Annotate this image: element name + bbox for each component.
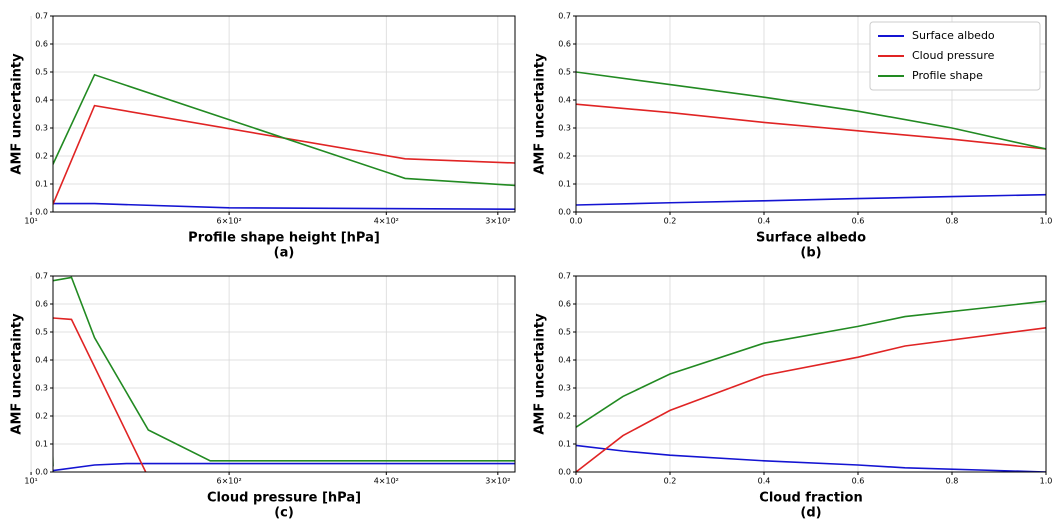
y-axis-title: AMF uncertainty [533,53,548,175]
x-tick-label: 10¹ [24,477,37,486]
y-tick-label: 0.6 [35,300,48,309]
y-tick-label: 0.2 [35,152,48,161]
series-line [576,71,1046,150]
x-tick-label: 1.0 [1040,477,1053,486]
y-tick-label: 0.1 [558,180,571,189]
plot-frame [575,15,1047,213]
x-tick-label: 6×10² [217,477,242,486]
y-axis-title: AMF uncertainty [533,313,548,435]
legend-label: Cloud pressure [912,49,995,62]
y-tick-label: 0.1 [35,440,48,449]
y-tick-label: 0.4 [35,356,48,365]
series-line [53,317,147,472]
y-tick-label: 0.2 [35,412,48,421]
x-tick-label: 0.8 [946,477,959,486]
y-tick-label: 0.6 [558,40,571,49]
legend-box [869,21,1041,91]
x-axis-title: Cloud fraction [759,491,862,506]
x-tick-label: 0.0 [570,477,583,486]
series-line [53,276,515,467]
y-tick-label: 0.5 [35,68,48,77]
legend-label: Surface albedo [912,29,995,42]
y-tick-label: 0.0 [35,208,48,217]
y-tick-label: 0.5 [35,328,48,337]
y-tick-label: 0.3 [35,384,48,393]
x-tick-label: 0.4 [758,217,771,226]
series-line [576,327,1046,472]
y-tick-label: 0.1 [558,440,571,449]
legend-label: Profile shape [912,69,983,82]
x-tick-label: 0.0 [570,217,583,226]
series-line [53,73,515,201]
panel-caption: (d) [800,506,821,520]
plot-frame [52,15,516,213]
x-tick-label: 0.2 [664,217,677,226]
series-line [576,103,1046,150]
y-tick-label: 0.7 [558,272,571,281]
y-tick-label: 0.3 [35,124,48,133]
x-tick-label: 3×10² [485,477,510,486]
y-tick-label: 0.0 [35,468,48,477]
x-tick-label: 0.2 [664,477,677,486]
series-line [576,300,1046,428]
series-line [576,193,1046,206]
y-tick-label: 0.6 [558,300,571,309]
x-tick-label: 0.6 [852,217,865,226]
series-line [53,462,515,472]
y-tick-label: 0.0 [558,468,571,477]
y-tick-label: 0.1 [35,180,48,189]
y-tick-label: 0.7 [558,12,571,21]
panel: 0.0 0.1 0.2 0.3 0.4 0.5 0.6 0.7 0.0 0.2 0.4 0.6 0.8 1… [533,12,1053,261]
panel-caption: (c) [274,506,294,520]
y-tick-label: 0.4 [558,96,571,105]
y-tick-label: 0.3 [558,124,571,133]
y-tick-label: 0.4 [35,96,48,105]
x-tick-label: 0.6 [852,477,865,486]
y-tick-label: 0.0 [558,208,571,217]
series-line [53,104,515,207]
y-axis-title: AMF uncertainty [10,53,25,175]
series-line [53,202,515,210]
series-line [576,444,1046,472]
panel: 0.0 0.1 0.2 0.3 0.4 0.5 0.6 0.7 10¹ 6×10² 4×10² 3×1… [10,12,516,261]
y-tick-label: 0.2 [558,152,571,161]
panel-caption: (a) [274,246,295,261]
plot-frame [52,275,516,473]
y-tick-label: 0.3 [558,384,571,393]
y-axis-title: AMF uncertainty [10,313,25,435]
x-tick-label: 0.4 [758,477,771,486]
panel-caption: (b) [800,246,821,261]
x-tick-label: 10¹ [24,217,37,226]
plot-frame [575,275,1047,473]
panel: 0.0 0.1 0.2 0.3 0.4 0.5 0.6 0.7 0.0 0.2 0.4 0.6 0.8 1… [533,272,1053,520]
y-tick-label: 0.4 [558,356,571,365]
y-tick-label: 0.7 [35,12,48,21]
y-tick-label: 0.5 [558,68,571,77]
panel: 0.0 0.1 0.2 0.3 0.4 0.5 0.6 0.7 10¹ 6×10² 4×10² 3×1… [10,272,516,520]
x-axis-title: Cloud pressure [hPa] [207,491,361,506]
x-axis-title: Surface albedo [756,231,866,246]
x-tick-label: 1.0 [1040,217,1053,226]
x-tick-label: 4×10² [374,477,399,486]
y-tick-label: 0.7 [35,272,48,281]
x-tick-label: 4×10² [374,217,399,226]
y-tick-label: 0.2 [558,412,571,421]
y-tick-label: 0.5 [558,328,571,337]
x-tick-label: 6×10² [217,217,242,226]
x-axis-title: Profile shape height [hPa] [188,231,380,246]
x-tick-label: 3×10² [485,217,510,226]
y-tick-label: 0.6 [35,40,48,49]
x-tick-label: 0.8 [946,217,959,226]
